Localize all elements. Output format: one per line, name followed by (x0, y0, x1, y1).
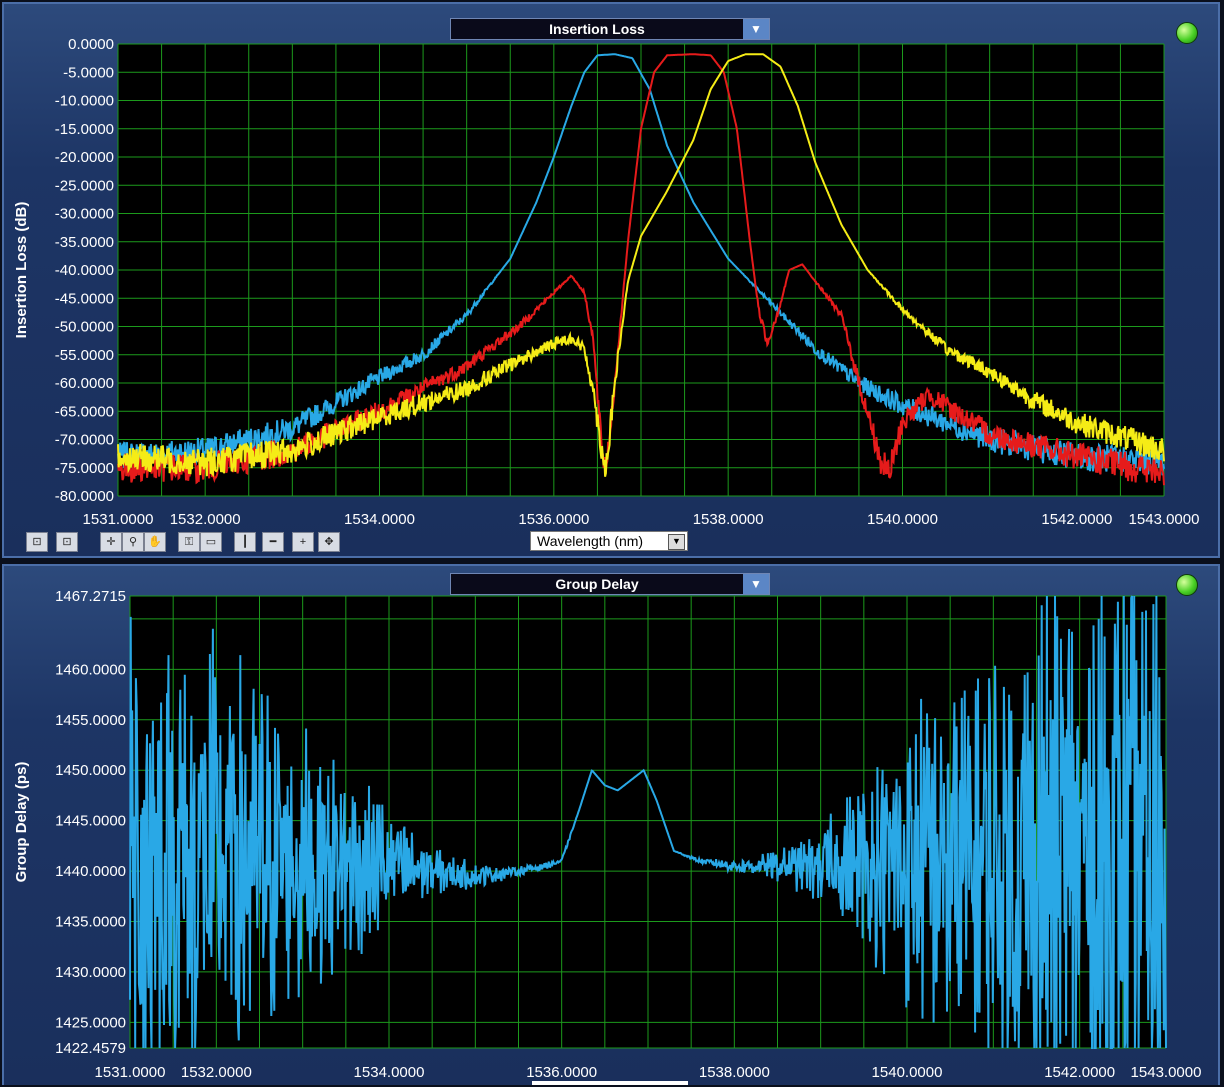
x-axis-selector[interactable]: Wavelength (nm) ▼ (530, 531, 688, 551)
zoom-y-icon[interactable]: ⊡ (56, 532, 78, 552)
zoom-x-icon[interactable]: ⊡ (26, 532, 48, 552)
x-tick-label: 1534.0000 (344, 511, 415, 528)
y-tick-label: 1460.0000 (55, 661, 126, 678)
y-axis-label: Insertion Loss (dB) (13, 202, 30, 339)
data-series-0 (129, 595, 1167, 1049)
x-tick-label: 1543.0000 (1129, 511, 1200, 528)
status-led-icon (1176, 22, 1198, 44)
y-tick-label: 1422.4579 (55, 1040, 126, 1057)
zoom-tool-icon[interactable]: ⚲ (122, 532, 144, 552)
x-axis-selector-edge (532, 1081, 688, 1085)
x-tick-label: 1531.0000 (83, 511, 154, 528)
center-cursor-icon[interactable]: ✥ (318, 532, 340, 552)
y-axis-label: Group Delay (ps) (13, 762, 30, 883)
x-tick-label: 1532.0000 (181, 1064, 252, 1081)
y-tick-label: -15.0000 (55, 121, 114, 138)
y-tick-label: -70.0000 (55, 432, 114, 449)
status-led-icon (1176, 574, 1198, 596)
y-tick-label: 1440.0000 (55, 863, 126, 880)
x-tick-label: 1540.0000 (867, 511, 938, 528)
group-delay-title: Group Delay (555, 576, 639, 592)
insertion-loss-chart[interactable]: 0.0000 -5.0000 -10.0000 -15.0000 -20.0000 -25… (4, 4, 1222, 529)
y-tick-label: -40.0000 (55, 262, 114, 279)
x-tick-label: 1538.0000 (699, 1064, 770, 1081)
insertion-loss-title-select[interactable]: Insertion Loss ▼ (450, 18, 770, 40)
y-tick-label: 0.0000 (68, 36, 114, 53)
y-tick-label: 1425.0000 (55, 1014, 126, 1031)
x-tick-label: 1538.0000 (693, 511, 764, 528)
cursor-move-icon[interactable]: ✛ (100, 532, 122, 552)
y-tick-label: -5.0000 (63, 64, 114, 81)
y-tick-label: 1445.0000 (55, 813, 126, 830)
x-tick-label: 1543.0000 (1131, 1064, 1202, 1081)
x-tick-label: 1540.0000 (872, 1064, 943, 1081)
pan-hand-icon[interactable]: ✋ (144, 532, 166, 552)
x-tick-label: 1542.0000 (1044, 1064, 1115, 1081)
y-tick-label: -50.0000 (55, 319, 114, 336)
add-cursor-icon[interactable]: + (292, 532, 314, 552)
y-tick-label: -75.0000 (55, 460, 114, 477)
chevron-down-icon[interactable]: ▼ (743, 574, 769, 594)
y-tick-label: 1467.2715 (55, 588, 126, 605)
x-tick-label: 1534.0000 (354, 1064, 425, 1081)
y-tick-label: -30.0000 (55, 206, 114, 223)
y-tick-label: -10.0000 (55, 93, 114, 110)
horizontal-cursor-icon[interactable]: ━ (262, 532, 284, 552)
x-tick-label: 1536.0000 (518, 511, 589, 528)
y-tick-label: -55.0000 (55, 347, 114, 364)
y-tick-label: -25.0000 (55, 177, 114, 194)
x-tick-label: 1536.0000 (526, 1064, 597, 1081)
x-axis-selector-label: Wavelength (nm) (537, 533, 644, 549)
chevron-down-icon[interactable]: ▼ (668, 534, 685, 550)
rectangle-icon[interactable]: ▭ (200, 532, 222, 552)
group-delay-panel: Group Delay ▼ 1467.2715 1460.0000 1455.000… (2, 564, 1220, 1085)
y-tick-label: 1455.0000 (55, 712, 126, 729)
insertion-loss-panel: Insertion Loss ▼ 0.0000 -5.0000 -10.0000 -1… (2, 2, 1220, 558)
group-delay-title-select[interactable]: Group Delay ▼ (450, 573, 770, 595)
y-tick-label: -35.0000 (55, 234, 114, 251)
x-tick-label: 1531.0000 (95, 1064, 166, 1081)
y-tick-label: -20.0000 (55, 149, 114, 166)
y-tick-label: 1430.0000 (55, 964, 126, 981)
x-tick-label: 1532.0000 (170, 511, 241, 528)
data-series-2 (117, 53, 1165, 478)
y-tick-label: -80.0000 (55, 488, 114, 505)
y-tick-label: -65.0000 (55, 403, 114, 420)
chevron-down-icon[interactable]: ▼ (743, 19, 769, 39)
vertical-cursor-icon[interactable]: ┃ (234, 532, 256, 552)
y-tick-label: 1435.0000 (55, 913, 126, 930)
x-tick-label: 1542.0000 (1041, 511, 1112, 528)
insertion-loss-title: Insertion Loss (549, 21, 645, 37)
y-tick-label: 1450.0000 (55, 762, 126, 779)
key-icon[interactable]: ⚿ (178, 532, 200, 552)
y-tick-label: -60.0000 (55, 375, 114, 392)
y-tick-label: -45.0000 (55, 290, 114, 307)
group-delay-chart[interactable]: 1467.2715 1460.0000 1455.0000 1450.0000 1445… (4, 566, 1222, 1087)
